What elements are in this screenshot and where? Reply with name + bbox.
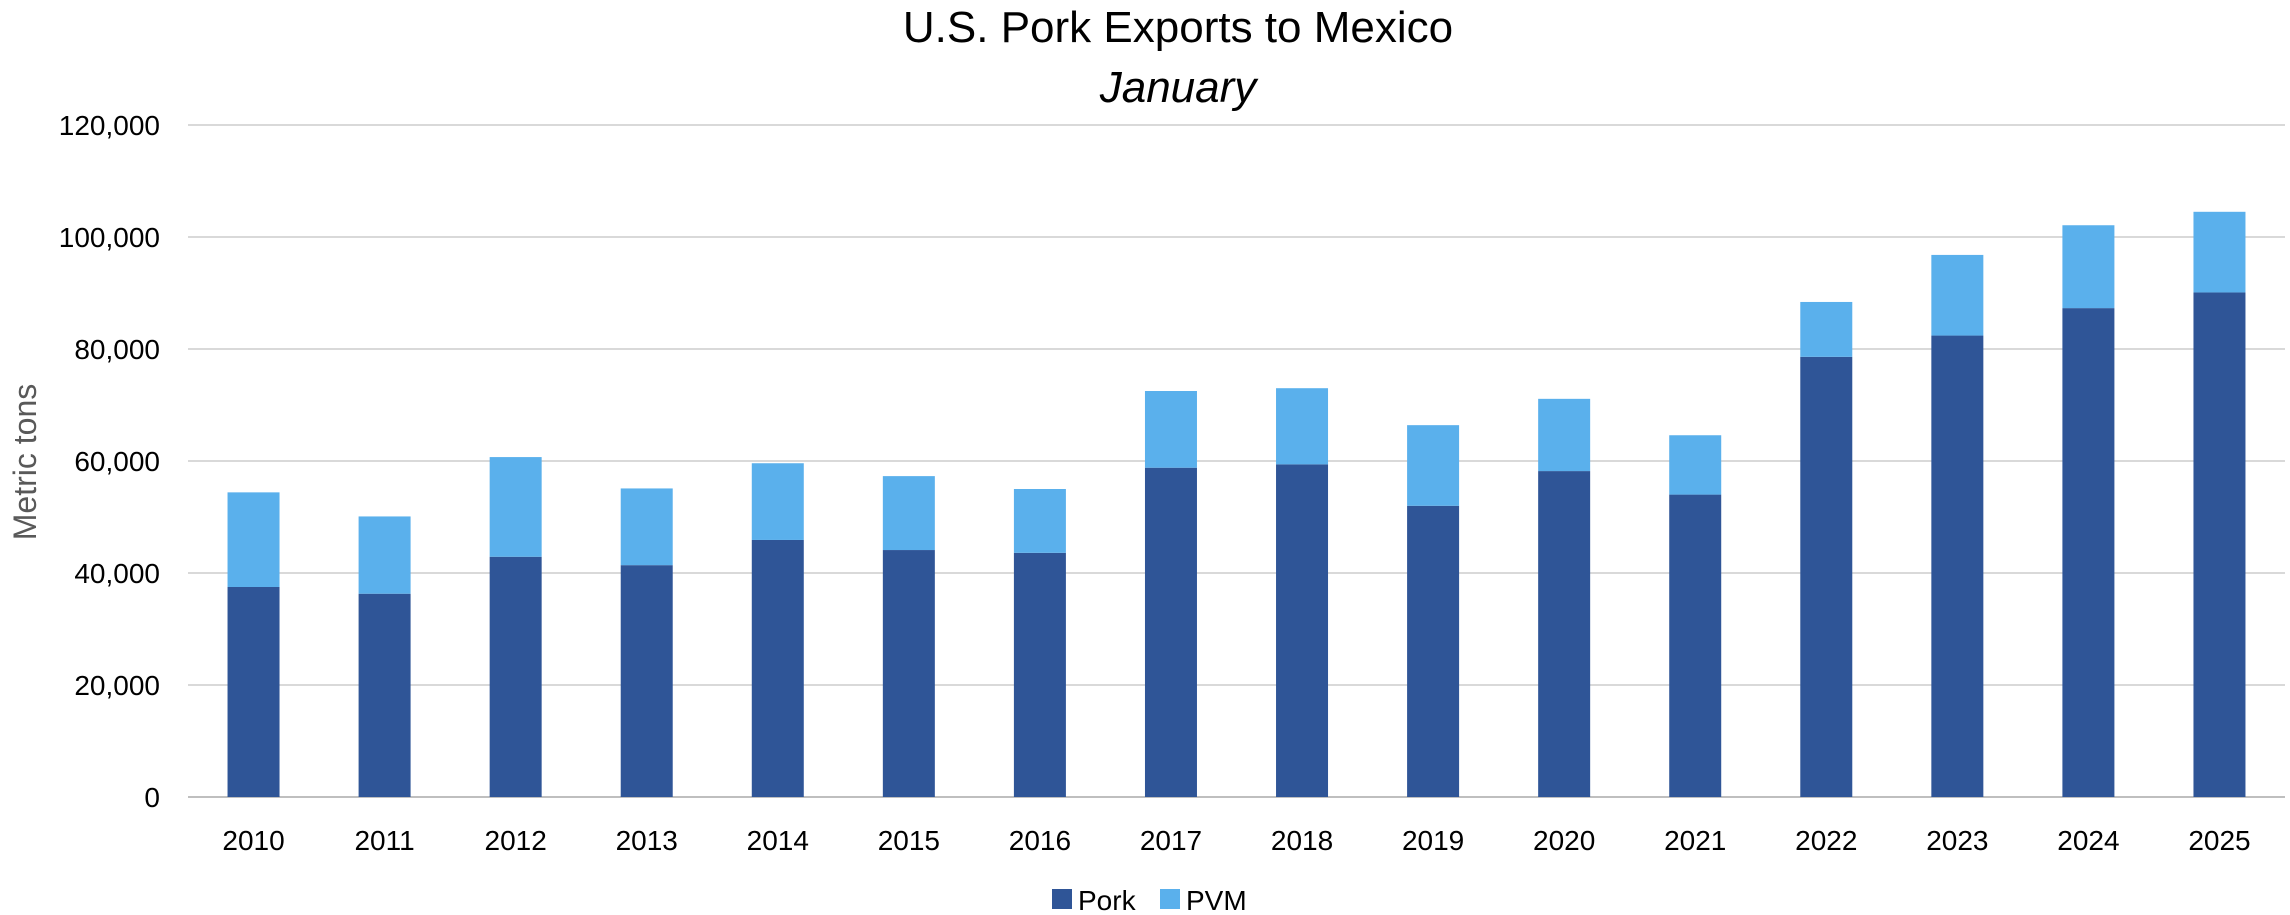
bar-pvm-2024 <box>2062 225 2115 309</box>
legend-swatch-pork <box>1052 889 1072 909</box>
legend-swatch-pvm <box>1160 889 1180 909</box>
bar-pork-2016 <box>1013 552 1066 797</box>
x-tick-label: 2020 <box>1533 825 1595 856</box>
x-tick-label: 2017 <box>1140 825 1202 856</box>
x-tick-label: 2014 <box>747 825 809 856</box>
chart-subtitle: January <box>1099 63 1260 112</box>
x-tick-label: 2010 <box>222 825 284 856</box>
x-tick-label: 2013 <box>616 825 678 856</box>
bar-pvm-2013 <box>620 488 673 566</box>
y-axis-label: Metric tons <box>7 384 43 540</box>
x-tick-label: 2016 <box>1009 825 1071 856</box>
y-tick-label: 20,000 <box>74 670 160 701</box>
bar-pork-2015 <box>882 550 935 797</box>
bar-pork-2017 <box>1144 467 1197 797</box>
x-axis-ticks: 2010 2011 2012 2013 2014 2015 2016 2017 2018 2019… <box>222 825 2250 856</box>
x-tick-label: 2015 <box>878 825 940 856</box>
bar-pvm-2015 <box>882 476 935 551</box>
x-tick-label: 2023 <box>1926 825 1988 856</box>
bar-pork-2023 <box>1931 335 1984 797</box>
bar-pork-2011 <box>358 593 411 797</box>
x-tick-label: 2022 <box>1795 825 1857 856</box>
y-tick-label: 120,000 <box>59 110 160 141</box>
bar-pork-2010 <box>227 587 280 797</box>
bar-pvm-2019 <box>1407 425 1460 506</box>
x-tick-label: 2025 <box>2188 825 2250 856</box>
bar-pork-2019 <box>1407 505 1460 797</box>
chart-title: U.S. Pork Exports to Mexico <box>903 3 1453 52</box>
y-tick-label: 40,000 <box>74 558 160 589</box>
bar-pork-2014 <box>751 539 804 797</box>
y-tick-label: 60,000 <box>74 446 160 477</box>
bar-pvm-2010 <box>227 492 280 587</box>
legend: Pork PVM <box>1052 885 1247 915</box>
y-tick-label: 80,000 <box>74 334 160 365</box>
bar-pork-2025 <box>2193 292 2246 797</box>
bar-pvm-2017 <box>1144 391 1197 468</box>
x-tick-label: 2011 <box>354 825 414 856</box>
x-tick-label: 2012 <box>485 825 547 856</box>
bar-pvm-2025 <box>2193 211 2246 293</box>
bar-pvm-2011 <box>358 516 411 594</box>
bar-pork-2018 <box>1276 464 1329 797</box>
bar-pvm-2021 <box>1669 435 1722 495</box>
bar-pork-2012 <box>489 556 542 797</box>
bar-pvm-2014 <box>751 463 804 540</box>
bar-pork-2022 <box>1800 356 1853 797</box>
bar-pvm-2022 <box>1800 301 1853 357</box>
legend-label-pork: Pork <box>1078 885 1137 915</box>
bar-pvm-2020 <box>1538 398 1591 472</box>
bar-pork-2024 <box>2062 308 2115 797</box>
bar-pvm-2023 <box>1931 254 1984 336</box>
bars <box>227 211 2246 797</box>
bar-pork-2020 <box>1538 471 1591 797</box>
x-tick-label: 2021 <box>1664 825 1726 856</box>
x-tick-label: 2018 <box>1271 825 1333 856</box>
y-tick-label: 100,000 <box>59 222 160 253</box>
bar-pvm-2018 <box>1276 388 1329 465</box>
bar-pvm-2016 <box>1013 489 1066 553</box>
bar-pork-2013 <box>620 565 673 797</box>
bar-pork-2021 <box>1669 494 1722 797</box>
legend-label-pvm: PVM <box>1186 885 1247 915</box>
y-tick-label: 0 <box>144 782 160 813</box>
y-axis-ticks: 0 20,000 40,000 60,000 80,000 100,000 120,000 <box>59 110 160 813</box>
bar-pvm-2012 <box>489 457 542 557</box>
x-tick-label: 2024 <box>2057 825 2119 856</box>
x-tick-label: 2019 <box>1402 825 1464 856</box>
